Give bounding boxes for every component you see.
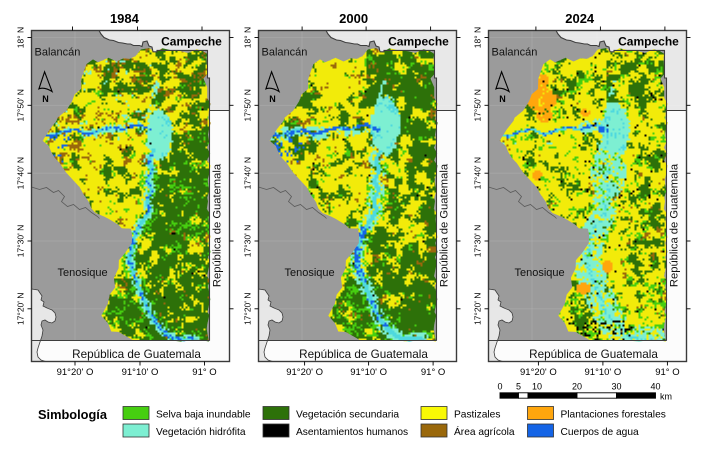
svg-text:Balancán: Balancán [35, 46, 81, 58]
svg-text:17°40' N: 17°40' N [243, 157, 253, 189]
svg-text:República de Guatemala: República de Guatemala [669, 163, 681, 287]
svg-text:República de Guatemala: República de Guatemala [72, 348, 201, 361]
svg-text:República de Guatemala: República de Guatemala [212, 163, 224, 287]
svg-text:N: N [269, 94, 276, 104]
svg-text:18° N: 18° N [473, 27, 483, 48]
svg-text:17°20' N: 17°20' N [16, 293, 26, 325]
svg-text:17°30' N: 17°30' N [473, 225, 483, 257]
svg-text:17°40' N: 17°40' N [473, 157, 483, 189]
svg-text:Campeche: Campeche [161, 35, 222, 49]
svg-text:Campeche: Campeche [618, 35, 679, 49]
svg-text:Campeche: Campeche [388, 35, 449, 49]
svg-text:91°10' O: 91°10' O [122, 367, 159, 378]
svg-text:Vegetación hidrófita: Vegetación hidrófita [156, 427, 246, 438]
svg-text:Pastizales: Pastizales [454, 410, 500, 421]
svg-text:91°20' O: 91°20' O [57, 367, 94, 378]
svg-text:91°10' O: 91°10' O [350, 367, 387, 378]
svg-text:Balancán: Balancán [262, 46, 308, 58]
svg-text:República de Guatemala: República de Guatemala [299, 348, 428, 361]
svg-text:91° O: 91° O [421, 367, 445, 378]
svg-text:17°50' N: 17°50' N [16, 89, 26, 121]
svg-text:30: 30 [611, 382, 621, 392]
svg-text:Balancán: Balancán [492, 46, 538, 58]
svg-text:17°50' N: 17°50' N [243, 89, 253, 121]
svg-text:Tenosique: Tenosique [515, 267, 565, 279]
svg-text:República de Guatemala: República de Guatemala [439, 163, 451, 287]
svg-text:91°10' O: 91°10' O [585, 367, 622, 378]
svg-text:17°30' N: 17°30' N [16, 225, 26, 257]
svg-text:N: N [499, 94, 506, 104]
svg-text:2024: 2024 [565, 11, 595, 26]
svg-text:Vegetación secundaria: Vegetación secundaria [296, 410, 399, 421]
svg-text:Asentamientos humanos: Asentamientos humanos [296, 427, 408, 438]
svg-text:5: 5 [516, 382, 521, 392]
svg-text:km: km [660, 392, 672, 402]
svg-text:0: 0 [497, 382, 502, 392]
svg-text:1984: 1984 [110, 11, 140, 26]
svg-text:17°40' N: 17°40' N [16, 157, 26, 189]
svg-text:18° N: 18° N [16, 27, 26, 48]
svg-text:Plantaciones forestales: Plantaciones forestales [561, 410, 666, 421]
svg-text:17°30' N: 17°30' N [243, 225, 253, 257]
svg-text:Tenosique: Tenosique [285, 267, 335, 279]
svg-text:17°50' N: 17°50' N [473, 89, 483, 121]
svg-text:91° O: 91° O [192, 367, 216, 378]
svg-text:17°20' N: 17°20' N [243, 293, 253, 325]
svg-text:18° N: 18° N [243, 27, 253, 48]
svg-text:Selva baja inundable: Selva baja inundable [156, 410, 251, 421]
svg-text:N: N [42, 94, 49, 104]
svg-text:Tenosique: Tenosique [58, 267, 108, 279]
svg-text:10: 10 [532, 382, 542, 392]
svg-text:40: 40 [650, 382, 660, 392]
svg-text:Área agrícola: Área agrícola [454, 425, 515, 438]
svg-text:91° O: 91° O [655, 367, 679, 378]
svg-text:91°20' O: 91°20' O [520, 367, 557, 378]
svg-text:20: 20 [572, 382, 582, 392]
svg-text:República de Guatemala: República de Guatemala [529, 348, 658, 361]
svg-text:Cuerpos de agua: Cuerpos de agua [561, 427, 639, 438]
svg-text:17°20' N: 17°20' N [473, 293, 483, 325]
svg-text:Simbología: Simbología [38, 407, 108, 422]
svg-text:2000: 2000 [339, 11, 368, 26]
svg-text:91°20' O: 91°20' O [286, 367, 323, 378]
